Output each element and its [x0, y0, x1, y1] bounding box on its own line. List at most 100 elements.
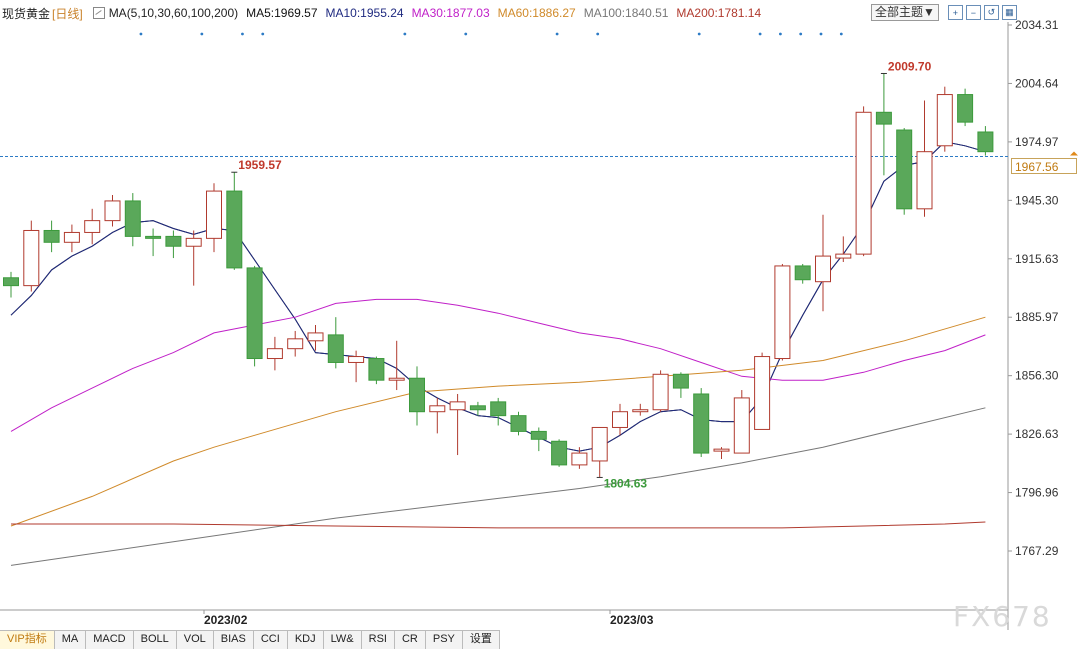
event-dot [779, 32, 782, 36]
price-arrow-icon [1070, 151, 1078, 156]
candle-body [733, 397, 750, 454]
candle-body [754, 356, 771, 430]
ma-line-ma100 [10, 407, 986, 566]
tab-2[interactable]: MACD [86, 631, 134, 649]
tab-11[interactable]: PSY [425, 631, 463, 649]
y-tick-label: 1767.29 [1015, 544, 1059, 558]
candle-body [124, 200, 141, 237]
candle-body [916, 151, 933, 210]
candlestick-chart[interactable]: 2034.31 2004.64 1974.97 1945.30 1915.63 1885.… [0, 0, 1081, 630]
candle-body [469, 405, 486, 411]
candle-body [165, 235, 182, 247]
ma10-value: MA10:1955.24 [325, 6, 404, 20]
tab-5[interactable]: BIAS [213, 631, 254, 649]
candle-body [43, 229, 60, 243]
y-tick-label: 1915.63 [1015, 252, 1059, 266]
ma200-value: MA200:1781.14 [676, 6, 762, 20]
candle-body [632, 409, 649, 413]
y-tick-label: 1945.30 [1015, 193, 1059, 207]
tab-4[interactable]: VOL [176, 631, 214, 649]
tab-12[interactable]: 设置 [462, 631, 500, 649]
watermark: FX678 [953, 600, 1052, 633]
tab-1[interactable]: MA [54, 631, 87, 649]
candle-body [977, 131, 994, 153]
candle-body [307, 332, 324, 342]
candle-body [348, 356, 365, 363]
candle-body [693, 393, 710, 454]
candle-body [794, 265, 811, 281]
event-dot [596, 32, 600, 36]
ma-line-ma60 [10, 316, 986, 527]
candle-body [855, 111, 872, 255]
candle-body [510, 415, 527, 432]
candle-body [327, 334, 344, 363]
y-tick-label: 2004.64 [1015, 76, 1059, 90]
chart-header: 现货黄金 [日线] MA(5,10,30,60,100,200) MA5:196… [2, 4, 769, 22]
grid-icon[interactable]: ▦ [1001, 5, 1017, 20]
candle-body [530, 430, 547, 440]
candle-body [936, 94, 953, 147]
event-dot [799, 32, 803, 36]
candle-body [672, 373, 689, 389]
tab-8[interactable]: LW& [323, 631, 362, 649]
candle-body [612, 411, 628, 428]
event-dot [839, 32, 843, 36]
tab-9[interactable]: RSI [361, 631, 395, 649]
event-dot [403, 32, 407, 36]
candle-body [835, 253, 852, 259]
candle-body [104, 200, 121, 222]
candle-body [246, 267, 263, 360]
y-tick-label: 1974.97 [1015, 135, 1059, 149]
candle-body [206, 190, 222, 239]
indicator-tab-bar: VIP指标 MA MACD BOLL VOL BIAS CCI KDJ LW& RSI CR PSY 设… [0, 630, 500, 649]
tab-0[interactable]: VIP指标 [0, 631, 55, 649]
candle-body [449, 401, 466, 411]
candle-body [409, 377, 425, 413]
tab-7[interactable]: KDJ [287, 631, 324, 649]
event-dot [555, 32, 559, 36]
candle-body [287, 338, 304, 350]
price-annotation: 1959.57 [238, 158, 282, 172]
y-tick-label: 1826.63 [1015, 427, 1059, 441]
chart-toolbar: 全部主题▼ + − ↺ ▦ [871, 4, 1017, 21]
y-tick-label: 1856.30 [1015, 369, 1059, 383]
ma100-value: MA100:1840.51 [583, 6, 669, 20]
candle-body [591, 426, 608, 462]
candle-body [713, 448, 730, 452]
event-dot [758, 32, 762, 36]
zoom-out-icon[interactable]: − [965, 5, 981, 20]
candle-body [896, 129, 913, 210]
restore-icon[interactable]: ↺ [983, 5, 999, 20]
period-label[interactable]: [日线] [52, 6, 83, 21]
y-tick-label: 1885.97 [1015, 310, 1059, 324]
tab-10[interactable]: CR [394, 631, 426, 649]
candle-body [185, 237, 202, 247]
candle-body [571, 452, 588, 466]
event-dot [819, 32, 823, 36]
y-tick-label: 1796.96 [1015, 486, 1059, 500]
candle-body [84, 220, 101, 233]
candle-body [429, 405, 446, 413]
candle-body [490, 401, 507, 417]
theme-select-button[interactable]: 全部主题▼ [871, 4, 939, 21]
tab-3[interactable]: BOLL [133, 631, 177, 649]
ma30-value: MA30:1877.03 [411, 6, 490, 20]
candle-body [266, 348, 283, 360]
event-dot [697, 32, 701, 36]
symbol-label: 现货黄金 [2, 6, 51, 21]
ma5-value: MA5:1969.57 [246, 6, 318, 20]
candle-body [551, 440, 568, 466]
ma-indicator-icon [92, 7, 105, 19]
candle-body [652, 373, 669, 411]
x-tick-label: 2023/02 [204, 613, 248, 627]
candle-body [875, 111, 892, 125]
event-dot [139, 32, 143, 36]
ma60-value: MA60:1886.27 [497, 6, 576, 20]
candle-body [145, 235, 162, 239]
zoom-in-icon[interactable]: + [947, 5, 963, 20]
event-dot [200, 32, 204, 36]
tab-6[interactable]: CCI [253, 631, 288, 649]
candle-body [815, 255, 831, 283]
candle-body [63, 231, 80, 243]
candle-body [226, 190, 243, 269]
